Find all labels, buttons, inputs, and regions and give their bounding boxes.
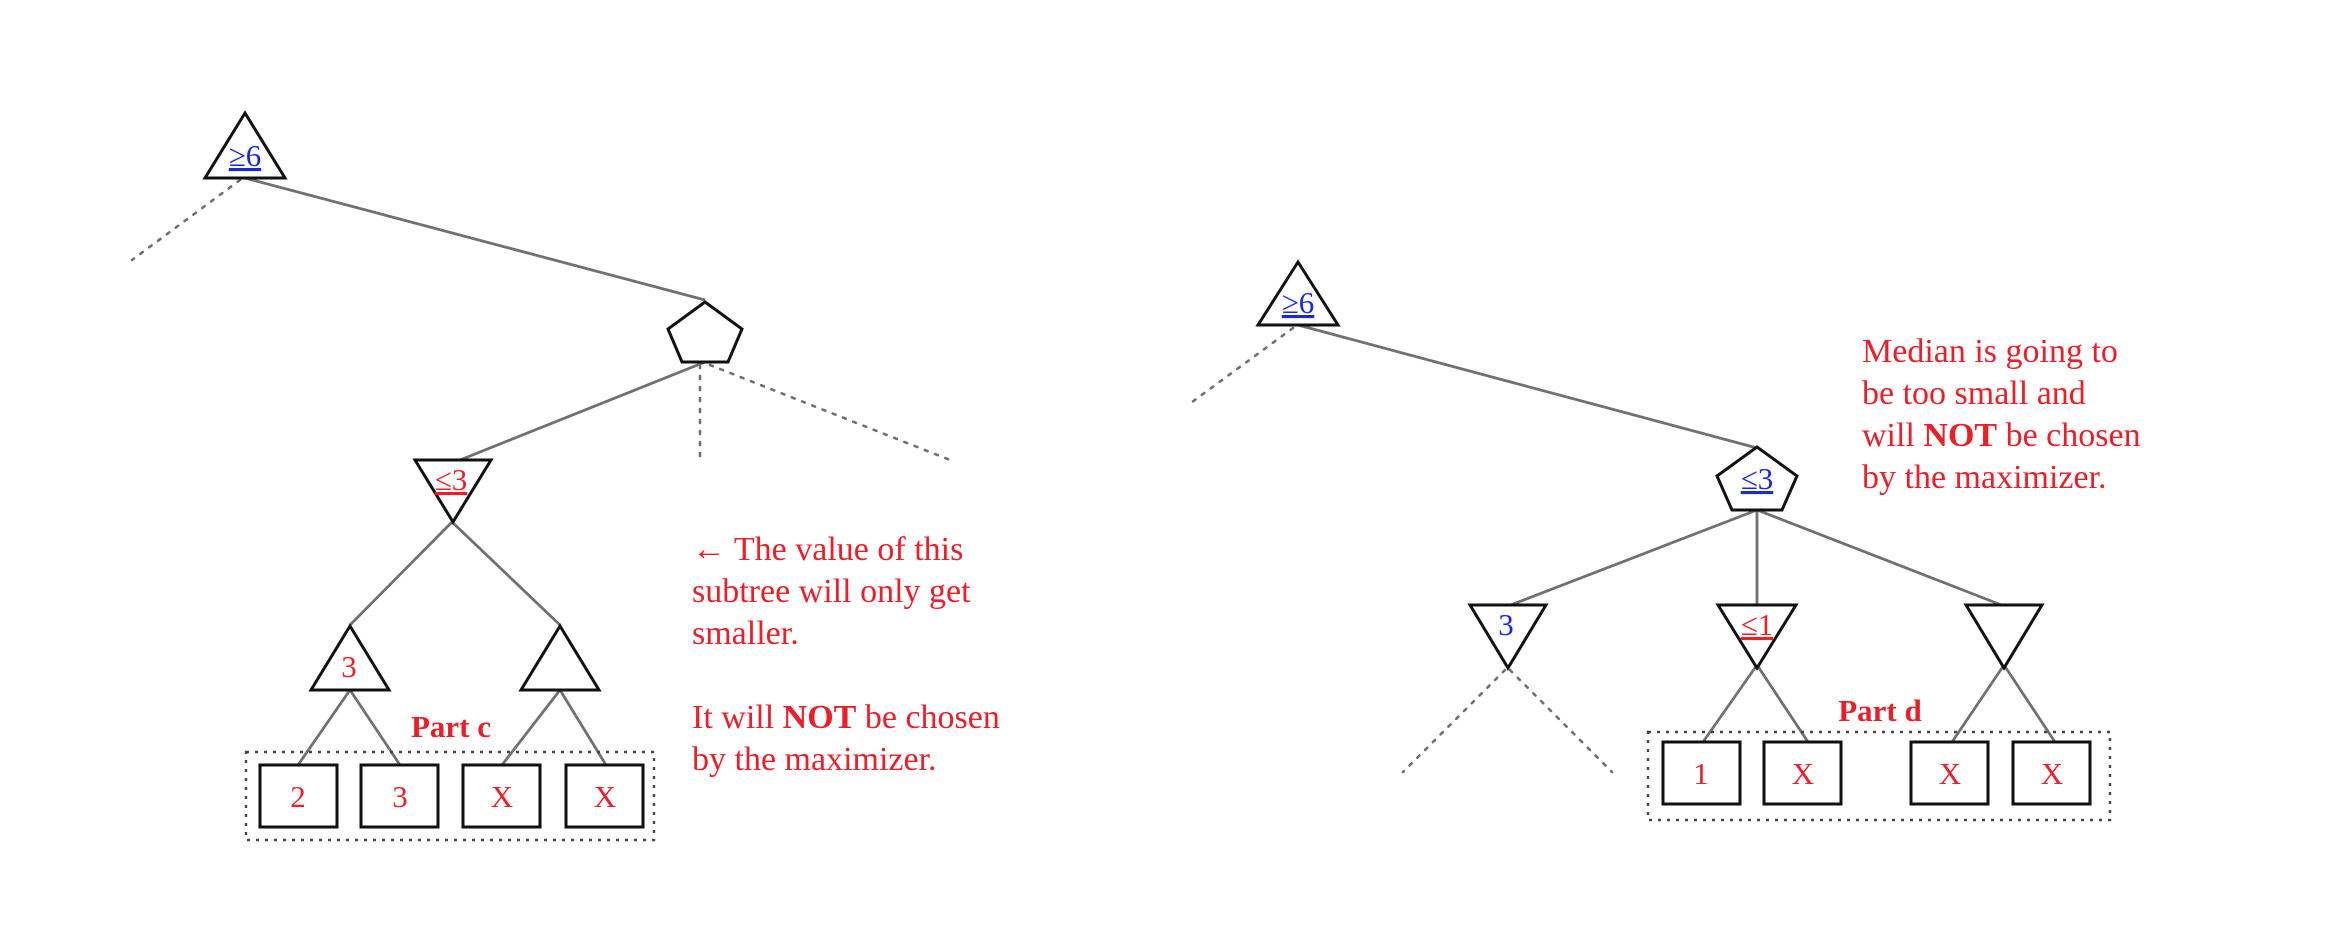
edge-chance-to-min-1 (1507, 508, 1758, 608)
min-node-2 (1715, 603, 1799, 671)
edge-max-right-to-leaf-4 (558, 689, 608, 766)
edge-max-left-to-leaf-1 (296, 689, 352, 766)
root-max-node (202, 110, 288, 180)
edge-min-to-max-right (451, 520, 561, 627)
edge-min-2-to-leaf-2 (1755, 664, 1810, 743)
max-left-value-label: 3 (341, 649, 357, 684)
part-d-label: Part d (1838, 693, 1922, 728)
part-c-dotted-box (244, 750, 656, 842)
root-value-label-right: ≥6 (1282, 285, 1315, 320)
edge-min-1-dotted-left (1401, 668, 1507, 774)
leaf-1-value: 2 (290, 779, 306, 814)
part-c-note-line-4b: be chosen (856, 699, 1000, 736)
max-node-right (518, 623, 602, 692)
edge-root-dotted-right (1186, 326, 1295, 407)
part-d-note-line-3b: be chosen (1997, 417, 2141, 454)
min-2-value-label: ≤1 (1741, 607, 1774, 642)
right-tree: ≥6 ≤3 3 ≤1 Part d 1 X X X Median is goin… (1186, 259, 2149, 822)
part-c-note-line-3: smaller. (692, 615, 799, 652)
leaf-1 (258, 763, 339, 829)
edge-min-3-to-leaf-3 (1950, 664, 2006, 743)
edge-root-to-chance (244, 176, 706, 302)
min-1-value-label: 3 (1498, 607, 1514, 642)
edge-min-1-dotted-right (1508, 668, 1614, 774)
min-node-1 (1467, 603, 1549, 671)
edge-min-2-to-leaf-1 (1701, 664, 1759, 743)
part-d-note-line-3a: will (1862, 417, 1923, 454)
part-d-note-line-4: by the maximizer. (1862, 459, 2107, 496)
leaf-right-4 (2011, 740, 2092, 806)
edge-min-to-max-left (349, 521, 453, 626)
part-c-note: ← The value of this subtree will only ge… (692, 531, 1008, 778)
leaf-right-3 (1909, 740, 1990, 806)
min-node-3 (1963, 603, 2045, 671)
part-c-note-line-2: subtree will only get (692, 573, 971, 610)
part-d-note-line-1: Median is going to (1862, 333, 2118, 370)
part-d-note-not: NOT (1923, 417, 1997, 454)
part-d-note-line-2: be too small and (1862, 375, 2086, 412)
leaf-right-2 (1762, 740, 1843, 806)
leaf-right-4-value: X (2041, 756, 2063, 791)
left-tree: ≥6 ≤3 3 Part c 2 3 X X ← The value of th… (130, 110, 1008, 842)
leaf-right-3-value: X (1939, 756, 1961, 791)
chance-node-right (1715, 445, 1799, 512)
leaf-4-value: X (594, 779, 616, 814)
leaf-2-value: 3 (392, 779, 408, 814)
leaf-right-1 (1661, 740, 1742, 806)
edge-chance-dotted-right (708, 363, 952, 462)
part-d-note: Median is going to be too small and will… (1862, 333, 2149, 496)
part-c-note-line-1: ← The value of this (692, 531, 963, 568)
edge-min-3-to-leaf-4 (2002, 664, 2057, 743)
leaf-right-2-value: X (1792, 756, 1814, 791)
part-c-note-line-4a: It will (692, 699, 783, 736)
part-c-label: Part c (411, 709, 491, 744)
chance-node (666, 300, 744, 364)
edge-max-right-to-leaf-3 (500, 689, 562, 766)
edge-root-dotted (130, 178, 242, 262)
edge-chance-to-min-3 (1756, 508, 2005, 608)
root-max-node-right (1255, 259, 1341, 327)
leaf-2 (359, 763, 440, 829)
min-value-label: ≤3 (435, 462, 468, 497)
leaf-3 (461, 763, 542, 829)
leaf-4 (564, 763, 645, 829)
max-node-left (308, 623, 392, 692)
root-value-label: ≥6 (229, 138, 262, 173)
min-node (412, 458, 494, 525)
part-c-note-not: NOT (783, 699, 857, 736)
leaf-right-1-value: 1 (1693, 756, 1709, 791)
chance-value-label-right: ≤3 (1741, 461, 1774, 496)
edge-max-left-to-leaf-2 (348, 689, 402, 766)
leaf-3-value: X (491, 779, 513, 814)
part-d-dotted-box (1646, 730, 2112, 822)
edge-root-to-chance-right (1297, 323, 1758, 450)
part-c-note-line-5: by the maximizer. (692, 741, 937, 778)
edge-chance-to-min (454, 360, 706, 464)
